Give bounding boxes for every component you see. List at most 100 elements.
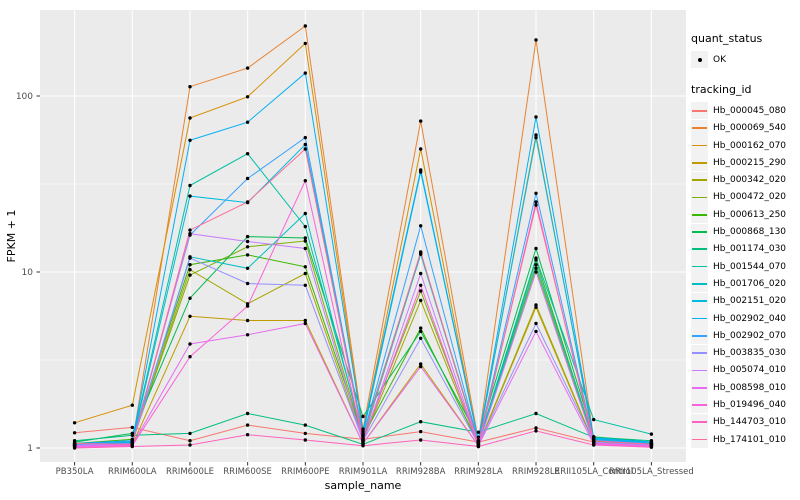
legend-line-swatch bbox=[692, 386, 707, 389]
data-point bbox=[419, 438, 423, 442]
data-point bbox=[534, 263, 538, 267]
data-point bbox=[419, 362, 423, 366]
data-point bbox=[303, 246, 307, 251]
legend-label: Hb_174101_010 bbox=[713, 434, 787, 445]
data-point bbox=[72, 439, 77, 443]
data-point bbox=[303, 224, 307, 229]
data-point bbox=[245, 411, 250, 416]
data-point bbox=[130, 403, 134, 407]
data-point bbox=[188, 268, 192, 272]
x-tick-label: RRIM928LA bbox=[454, 467, 503, 477]
data-point bbox=[245, 200, 250, 204]
data-point bbox=[534, 115, 538, 119]
data-point bbox=[419, 252, 423, 256]
data-point bbox=[303, 41, 307, 46]
data-point bbox=[534, 246, 538, 251]
legend-key bbox=[691, 431, 708, 449]
data-point bbox=[303, 431, 307, 436]
legend-item-Hb_001544_070: Hb_001544_070 bbox=[691, 258, 787, 276]
data-point bbox=[592, 439, 596, 443]
data-point bbox=[649, 445, 654, 449]
legend-key bbox=[691, 240, 708, 258]
data-point bbox=[649, 432, 654, 436]
legend-label: Hb_005074_010 bbox=[713, 365, 787, 376]
data-point bbox=[534, 200, 538, 204]
data-point bbox=[245, 318, 250, 323]
legend-title-tracking-id: tracking_id bbox=[691, 83, 752, 97]
y-tick-label: 1 bbox=[27, 444, 33, 454]
legend-key bbox=[691, 258, 708, 276]
data-point bbox=[245, 304, 250, 308]
x-tick-label: RRIM600LE bbox=[166, 467, 214, 477]
legend-key bbox=[691, 327, 708, 345]
data-point bbox=[419, 298, 423, 303]
legend-line-swatch bbox=[692, 421, 707, 424]
legend-line-swatch bbox=[692, 179, 707, 181]
legend-item-Hb_000069_540: Hb_000069_540 bbox=[691, 119, 786, 137]
data-point bbox=[245, 176, 250, 181]
data-point bbox=[534, 266, 538, 270]
data-point bbox=[188, 194, 192, 198]
data-point bbox=[419, 250, 423, 254]
data-point bbox=[188, 355, 192, 359]
legend-item-ok: OK bbox=[691, 51, 786, 69]
data-point bbox=[592, 443, 596, 447]
legend-item-Hb_000342_020: Hb_000342_020 bbox=[691, 171, 787, 189]
legend-key bbox=[691, 361, 708, 379]
data-point bbox=[188, 314, 192, 318]
legend-label: Hb_008598_010 bbox=[713, 382, 787, 393]
data-point bbox=[188, 431, 192, 436]
data-point bbox=[534, 191, 538, 195]
data-point bbox=[534, 426, 538, 430]
legend-item-Hb_019496_040: Hb_019496_040 bbox=[691, 396, 787, 414]
data-point bbox=[245, 120, 250, 124]
legend-line-swatch bbox=[692, 161, 707, 164]
legend-label: Hb_001544_070 bbox=[713, 261, 787, 272]
x-tick-label: RRIM600SE bbox=[223, 467, 272, 477]
legend-key-ok bbox=[691, 51, 708, 69]
legend-item-Hb_000472_020: Hb_000472_020 bbox=[691, 188, 786, 206]
data-point bbox=[534, 329, 538, 334]
data-point bbox=[419, 283, 423, 287]
legend-title-quant-status: quant_status bbox=[691, 32, 763, 45]
data-point bbox=[592, 417, 596, 422]
data-point bbox=[245, 234, 250, 239]
data-point bbox=[534, 321, 538, 326]
data-point bbox=[303, 236, 307, 240]
data-point bbox=[245, 95, 250, 99]
data-point bbox=[419, 336, 423, 340]
data-point bbox=[476, 442, 481, 446]
legend-key bbox=[691, 413, 708, 431]
legend-item-Hb_002902_040: Hb_002902_040 bbox=[691, 310, 786, 327]
x-tick-label: RRIM928BA bbox=[396, 467, 446, 477]
legend-key bbox=[691, 119, 708, 137]
data-point bbox=[361, 414, 365, 419]
legend-label: Hb_000868_130 bbox=[713, 227, 787, 238]
legend-line-swatch bbox=[692, 283, 707, 285]
legend-line-swatch bbox=[692, 317, 707, 320]
legend-label: Hb_000215_290 bbox=[713, 157, 787, 168]
data-point bbox=[245, 266, 250, 270]
y-tick-label: 100 bbox=[16, 92, 33, 102]
legend-item-Hb_008598_010: Hb_008598_010 bbox=[691, 379, 787, 397]
legend-key bbox=[691, 396, 708, 414]
data-point bbox=[245, 152, 250, 156]
legend-label: Hb_019496_040 bbox=[713, 399, 787, 410]
data-point bbox=[303, 423, 307, 427]
data-point bbox=[188, 342, 192, 346]
legend-key bbox=[691, 102, 708, 120]
data-point bbox=[534, 135, 538, 140]
data-point bbox=[534, 429, 538, 433]
legend-item-Hb_003835_030: Hb_003835_030 bbox=[691, 344, 786, 362]
data-point bbox=[188, 228, 192, 232]
data-point bbox=[361, 439, 365, 444]
legend-label: Hb_000342_020 bbox=[713, 175, 787, 186]
data-point bbox=[303, 211, 307, 216]
data-point bbox=[245, 253, 250, 257]
x-tick-label: RRIM600PE bbox=[281, 467, 329, 477]
data-point bbox=[419, 271, 423, 276]
data-point bbox=[188, 232, 192, 236]
legend-item-Hb_000868_130: Hb_000868_130 bbox=[691, 223, 787, 241]
legend-key bbox=[691, 310, 708, 327]
data-point bbox=[245, 239, 250, 244]
